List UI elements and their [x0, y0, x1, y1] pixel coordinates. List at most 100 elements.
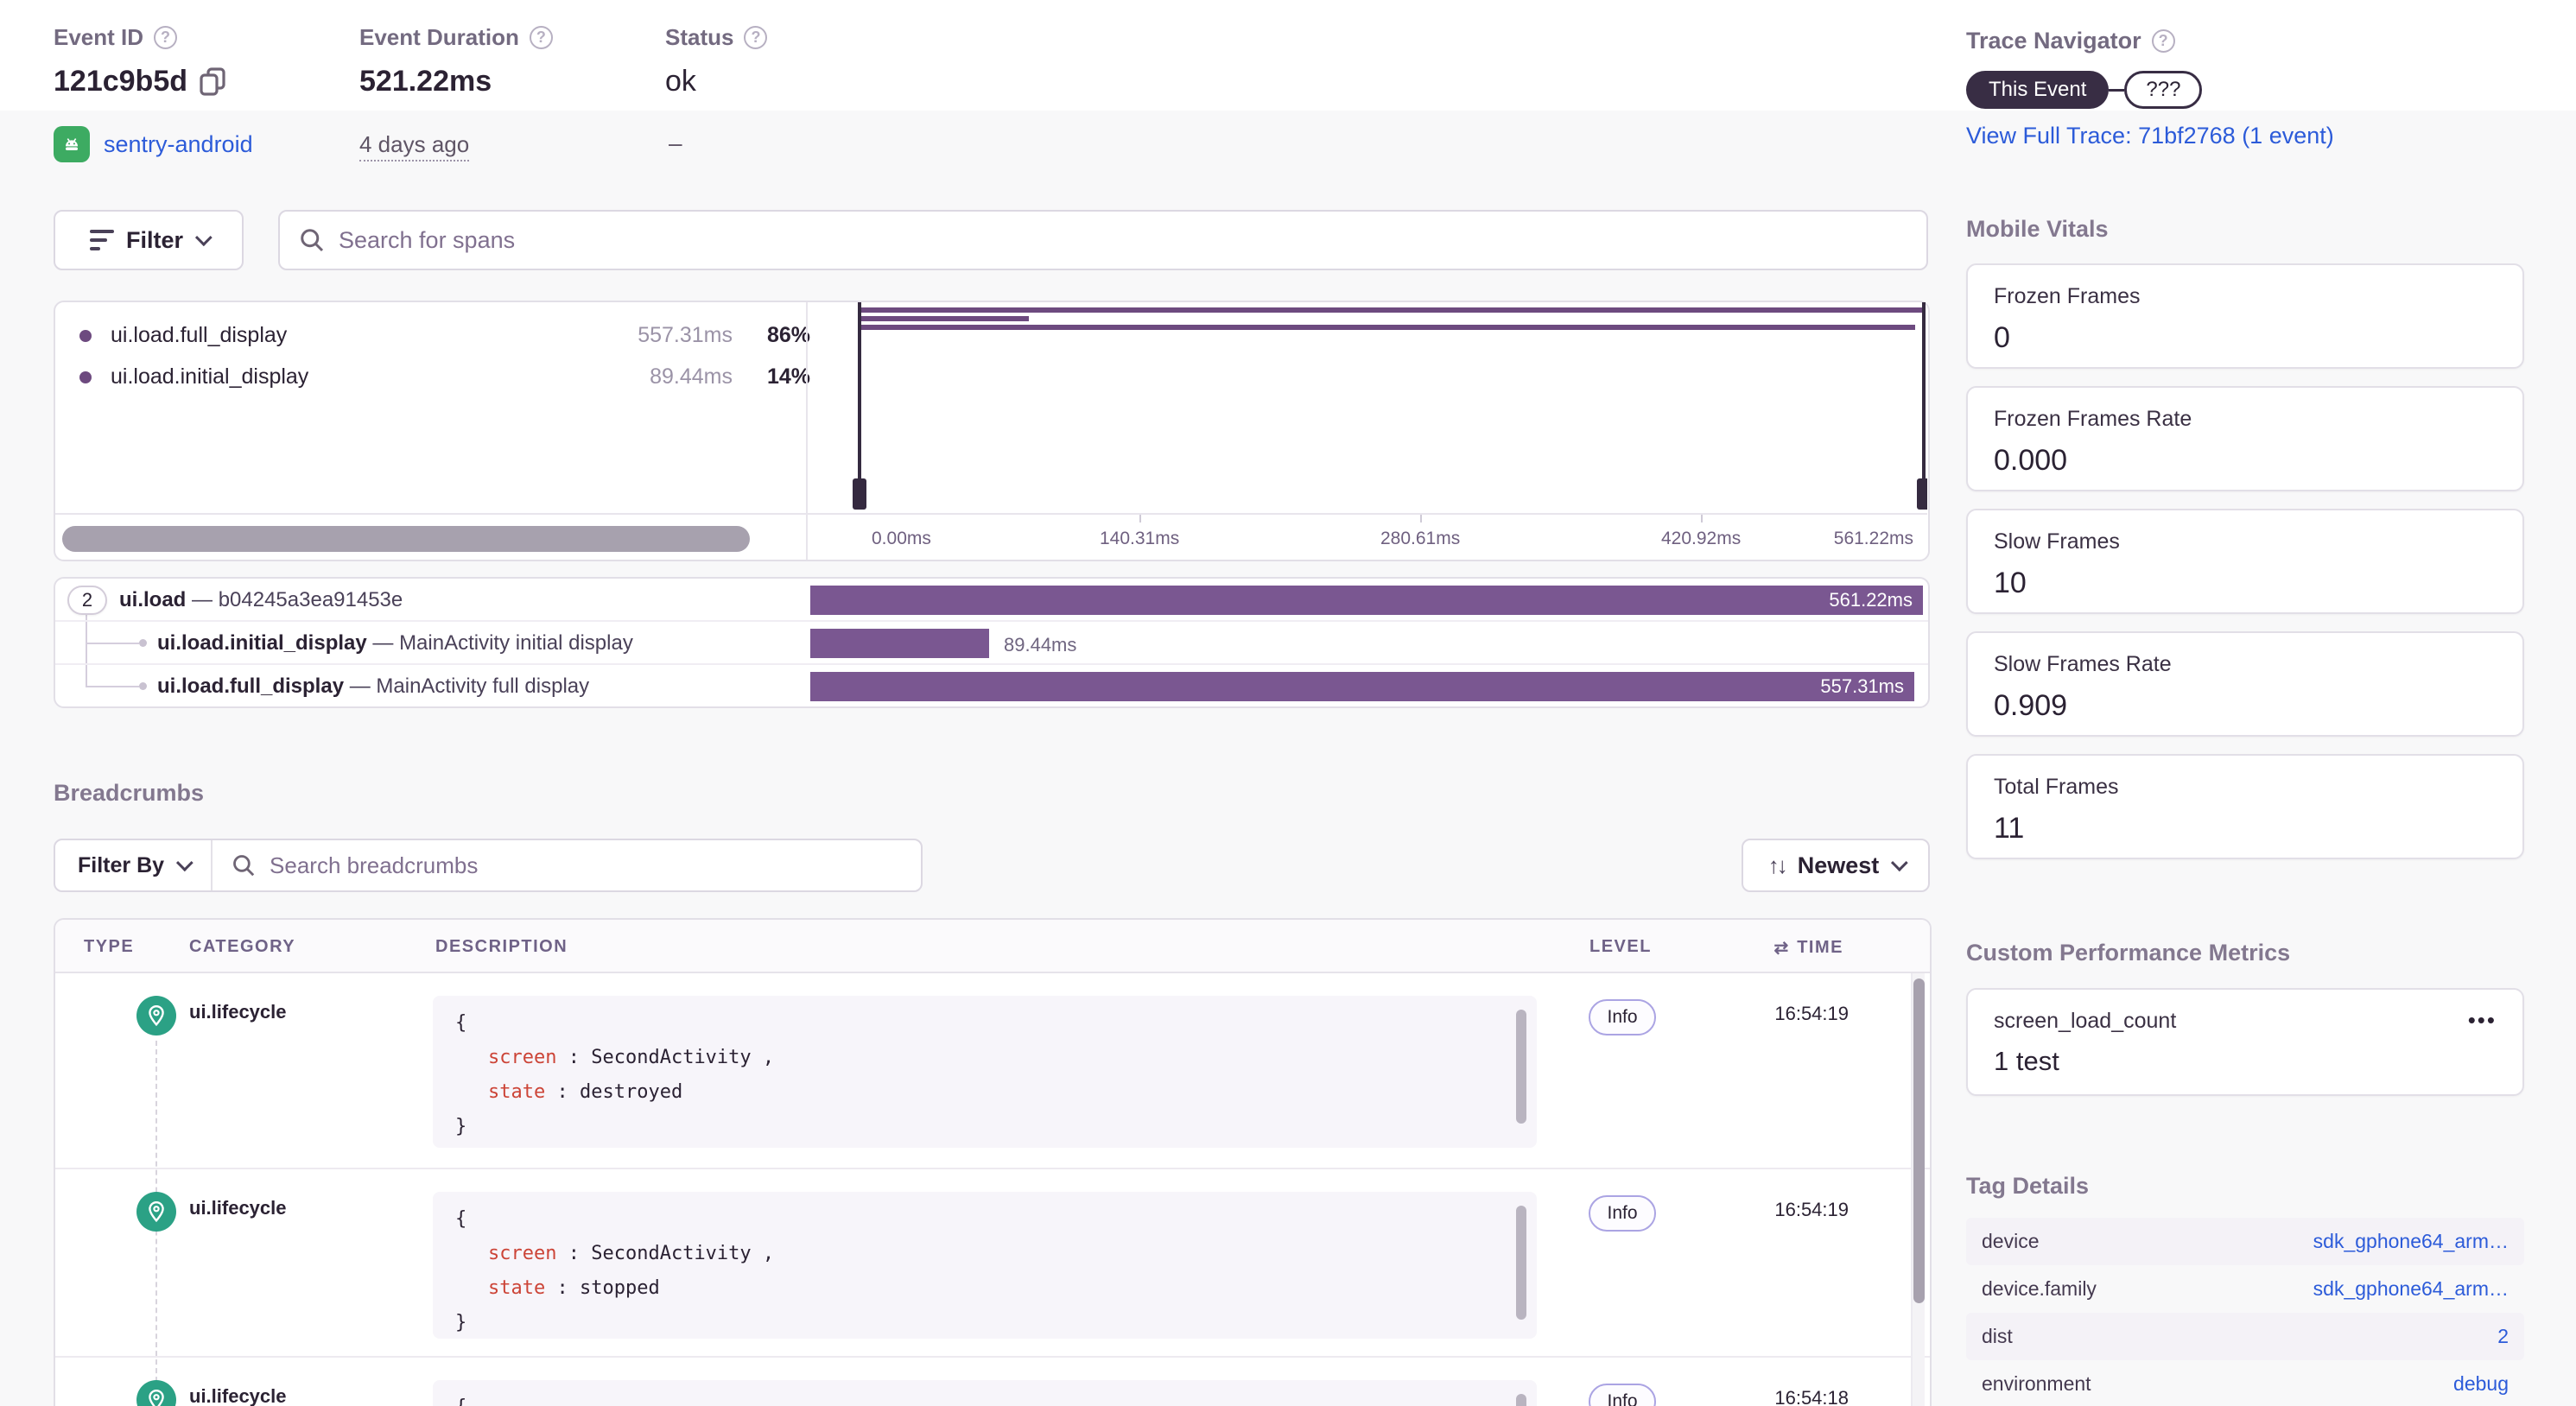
breadcrumb-row[interactable]: ui.lifecycle { screen : SecondActivity ,…	[55, 1169, 1930, 1358]
span-search-input[interactable]	[339, 226, 1907, 254]
event-id-group: Event ID ? 121c9b5d	[54, 24, 225, 98]
span-description: MainActivity initial display	[399, 631, 633, 655]
span-filter-button[interactable]: Filter	[54, 210, 244, 270]
table-scrollbar[interactable]	[1911, 973, 1925, 1406]
tag-value-link[interactable]: 2	[2497, 1325, 2509, 1347]
json-brace: {	[455, 1208, 467, 1230]
android-icon	[54, 126, 90, 162]
span-op: ui.load.initial_display	[157, 631, 367, 655]
tag-key: device.family	[1982, 1277, 2097, 1300]
span-duration-bar[interactable]: 557.31ms	[810, 672, 1914, 701]
breadcrumb-json[interactable]: { screen : SecondActivity , state : dest…	[433, 996, 1537, 1148]
panel-divider	[806, 302, 808, 560]
mobile-vitals-title: Mobile Vitals	[1966, 216, 2109, 242]
axis-tick	[1139, 515, 1141, 522]
vital-card: Frozen Frames 0	[1966, 263, 2524, 369]
breadcrumb-sort-button[interactable]: ↑↓ Newest	[1742, 839, 1930, 892]
vital-card: Slow Frames Rate 0.909	[1966, 631, 2524, 737]
status-sub: –	[669, 130, 682, 156]
overflow-menu-button[interactable]: •••	[2467, 1007, 2497, 1033]
breadcrumb-json[interactable]: {	[433, 1380, 1537, 1406]
json-colon: :	[545, 1081, 580, 1103]
breadcrumb-time: 16:54:18	[1774, 1387, 1849, 1406]
axis-label: 280.61ms	[1380, 529, 1461, 548]
viewport-right-handle[interactable]	[1917, 478, 1927, 510]
level-badge: Info	[1589, 1384, 1656, 1406]
search-icon	[301, 229, 324, 252]
breadcrumb-row[interactable]: ui.lifecycle { Info 16:54:18	[55, 1358, 1930, 1406]
scrollbar-thumb[interactable]	[62, 526, 750, 552]
status-label: Status	[665, 24, 734, 50]
breadcrumb-filter-by-button[interactable]: Filter By	[55, 840, 213, 890]
tag-value-link[interactable]: debug	[2453, 1372, 2509, 1395]
breadcrumb-row[interactable]: ui.lifecycle { screen : SecondActivity ,…	[55, 973, 1930, 1169]
breadcrumb-category: ui.lifecycle	[189, 1001, 287, 1023]
tag-value-link[interactable]: sdk_gphone64_arm…	[2313, 1230, 2509, 1252]
span-description: MainActivity full display	[376, 674, 590, 698]
event-id-label: Event ID	[54, 24, 144, 50]
custom-metric-card: screen_load_count 1 test •••	[1966, 988, 2524, 1096]
help-icon[interactable]: ?	[154, 26, 178, 49]
status-value: ok	[665, 65, 696, 98]
help-icon[interactable]: ?	[744, 26, 768, 49]
breadcrumb-search-input[interactable]	[270, 852, 902, 879]
code-scrollbar-thumb[interactable]	[1516, 1394, 1526, 1406]
span-row[interactable]: 2 ui.load — b04245a3ea91453e 561.22ms	[55, 579, 1928, 622]
span-duration-bar[interactable]: 561.22ms	[810, 586, 1923, 615]
chevron-down-icon	[1891, 854, 1908, 872]
sort-arrows-icon: ↑↓	[1767, 852, 1788, 878]
help-icon[interactable]: ?	[2151, 29, 2175, 53]
json-brace: }	[455, 1116, 467, 1137]
vital-card: Slow Frames 10	[1966, 509, 2524, 614]
json-brace: }	[455, 1312, 467, 1333]
vital-value: 0.909	[1994, 689, 2068, 722]
vital-value: 0	[1994, 321, 2010, 354]
legend-scrollbar[interactable]	[55, 513, 806, 561]
tag-value-link[interactable]: sdk_gphone64_arm…	[2313, 1277, 2509, 1300]
scrollbar-thumb[interactable]	[1913, 978, 1925, 1303]
breadcrumb-json[interactable]: { screen : SecondActivity , state : stop…	[433, 1192, 1537, 1339]
help-icon[interactable]: ?	[529, 26, 553, 49]
span-op: ui.load	[119, 588, 187, 611]
minimap-span-bar	[860, 316, 1029, 321]
trace-navigator-title: Trace Navigator ?	[1966, 28, 2175, 54]
vital-label: Slow Frames Rate	[1994, 652, 2172, 676]
separator: —	[349, 674, 371, 698]
minimap-span-bar	[860, 307, 1924, 313]
unknown-trace-pill[interactable]: ???	[2124, 71, 2203, 109]
event-age[interactable]: 4 days ago	[359, 131, 470, 162]
span-row[interactable]: ui.load.initial_display — MainActivity i…	[55, 622, 1928, 665]
minimap-chart[interactable]	[806, 302, 1927, 513]
code-scrollbar-thumb[interactable]	[1516, 1010, 1526, 1124]
vital-value: 0.000	[1994, 444, 2068, 477]
viewport-left-handle[interactable]	[853, 478, 866, 510]
tree-connector	[86, 643, 139, 644]
json-key: state	[488, 1081, 546, 1103]
breadcrumb-category: ui.lifecycle	[189, 1197, 287, 1219]
custom-metrics-title: Custom Performance Metrics	[1966, 940, 2291, 966]
legend-item[interactable]: ui.load.full_display 557.31ms 86%	[79, 323, 810, 348]
span-duration-bar[interactable]	[810, 629, 989, 658]
code-scrollbar-thumb[interactable]	[1516, 1206, 1526, 1320]
location-pin-icon	[136, 996, 176, 1036]
span-row[interactable]: ui.load.full_display — MainActivity full…	[55, 665, 1928, 706]
vital-value: 11	[1994, 812, 2025, 845]
json-value: destroyed	[579, 1081, 683, 1103]
vital-value: 10	[1994, 567, 2027, 599]
viewport-left-edge[interactable]	[858, 302, 861, 478]
axis-tick	[1420, 515, 1422, 522]
view-full-trace-link[interactable]: View Full Trace: 71bf2768 (1 event)	[1966, 123, 2334, 149]
vital-label: Frozen Frames Rate	[1994, 407, 2192, 431]
breadcrumb-search	[213, 840, 921, 890]
this-event-pill[interactable]: This Event	[1966, 71, 2110, 109]
col-time-sort[interactable]: ⇄ TIME	[1773, 937, 1843, 959]
tag-key: environment	[1982, 1372, 2091, 1395]
legend-item[interactable]: ui.load.initial_display 89.44ms 14%	[79, 364, 810, 390]
event-duration-value: 521.22ms	[359, 65, 492, 98]
filter-button-label: Filter	[125, 226, 183, 253]
viewport-right-edge[interactable]	[1922, 302, 1926, 478]
project-link[interactable]: sentry-android	[104, 130, 253, 157]
copy-icon[interactable]	[200, 66, 225, 97]
span-children-badge[interactable]: 2	[67, 586, 107, 615]
span-duration-label: 557.31ms	[1820, 675, 1904, 697]
